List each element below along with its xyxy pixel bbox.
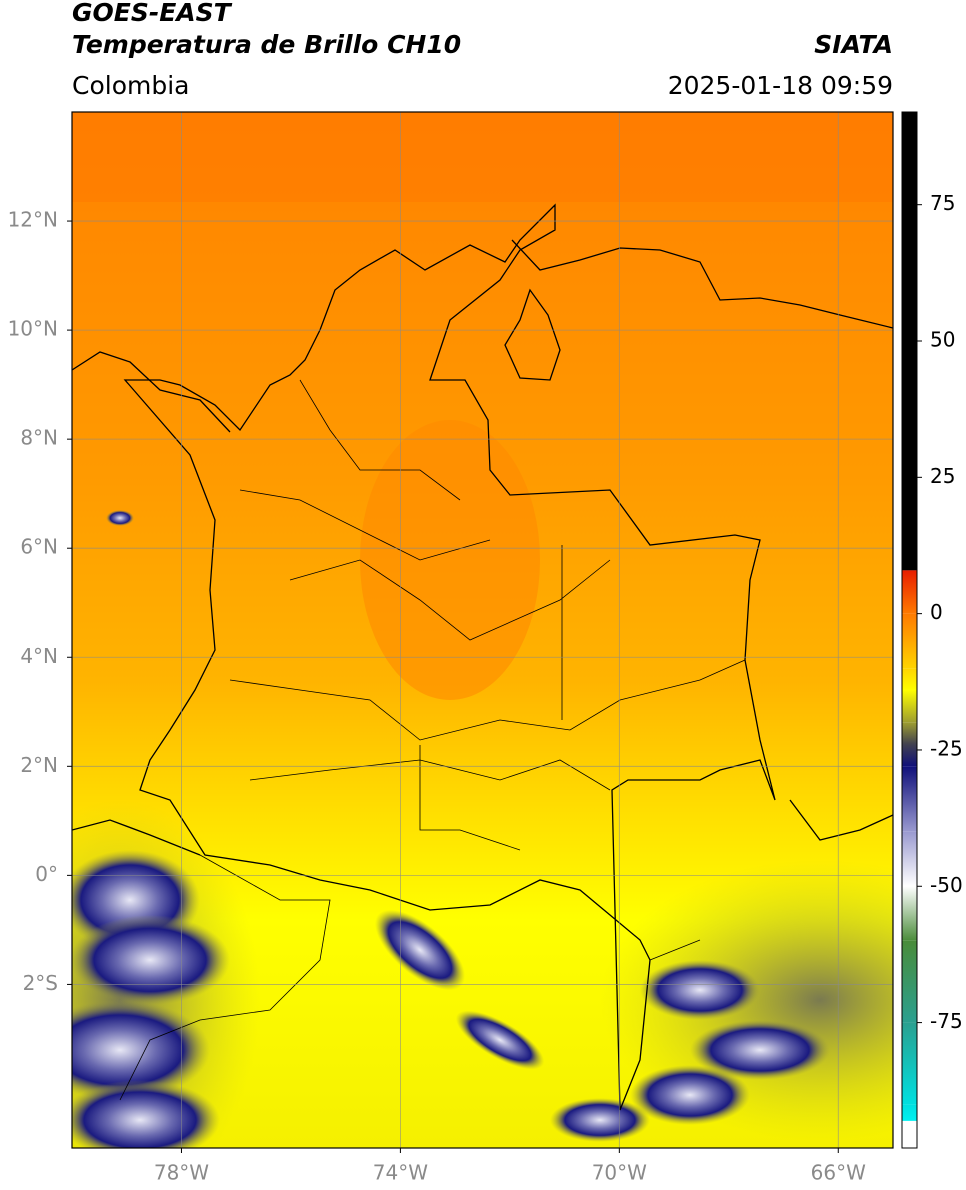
y-tick-label: 6°N [20,535,58,559]
region-label: Colombia [72,71,189,100]
colorbar-segment [902,831,917,887]
colorbar-segment [902,744,917,767]
colorbar-segment [902,1104,917,1121]
cloud [72,915,230,1005]
x-tick-label: 70°W [592,1161,647,1185]
colorbar-segment [902,570,917,571]
x-tick-label: 78°W [154,1161,209,1185]
map-image [72,112,893,1148]
lake-maracaibo [504,288,561,381]
cloud [72,1080,220,1148]
haze [72,112,893,202]
colorbar-segment [902,766,917,832]
colorbar-segment [902,668,917,690]
colorbar-segment [902,1022,917,1105]
colorbar-segment [902,722,917,745]
coastline [72,239,893,856]
colorbar-segment [902,112,917,571]
cloud [374,909,466,991]
cloud [690,1020,830,1080]
colorbar-tick-label: 75 [930,191,955,215]
colorbar-tick-label: -75 [930,1009,963,1033]
colorbar-segment [902,940,917,1023]
cloud [106,510,134,526]
x-tick-label: 74°W [373,1161,428,1185]
y-tick-label: 8°N [20,426,58,450]
y-tick-label: 10°N [8,317,58,341]
map-frame [71,111,894,1149]
colorbar-tick-label: -25 [930,736,963,760]
datetime-label: 2025-01-18 09:59 [668,71,893,100]
colorbar-segment [902,1121,917,1148]
product-title: Temperatura de Brillo CH10 [72,30,461,59]
y-tick-label: 0° [35,862,58,886]
colorbar-tick-label: 25 [930,464,955,488]
cloud [550,1098,650,1142]
colorbar-segment [902,1120,917,1122]
colorbar-segment [902,570,917,614]
colorbar-tick-label: 0 [930,600,943,624]
y-tick-label: 2°S [23,971,58,995]
colorbar-segment [902,886,917,941]
satellite-title: GOES-EAST [72,0,233,27]
colorbar-segment [902,689,917,723]
source-label: SIATA [814,30,893,59]
colorbar-segment [902,613,917,669]
cloud [640,960,760,1020]
admin-borders [119,379,746,1101]
colorbar-tick-label: -50 [930,873,963,897]
cloud [72,1000,210,1100]
haze [360,420,540,700]
cloud [630,1065,750,1125]
x-tick-label: 66°W [811,1161,866,1185]
colorbar-frame [901,111,918,1149]
colorbar-tick-label: 50 [930,328,955,352]
y-tick-label: 2°N [20,753,58,777]
colombia-border [123,203,776,1111]
y-tick-label: 12°N [8,208,58,232]
y-tick-label: 4°N [20,644,58,668]
cloud [455,1010,545,1070]
